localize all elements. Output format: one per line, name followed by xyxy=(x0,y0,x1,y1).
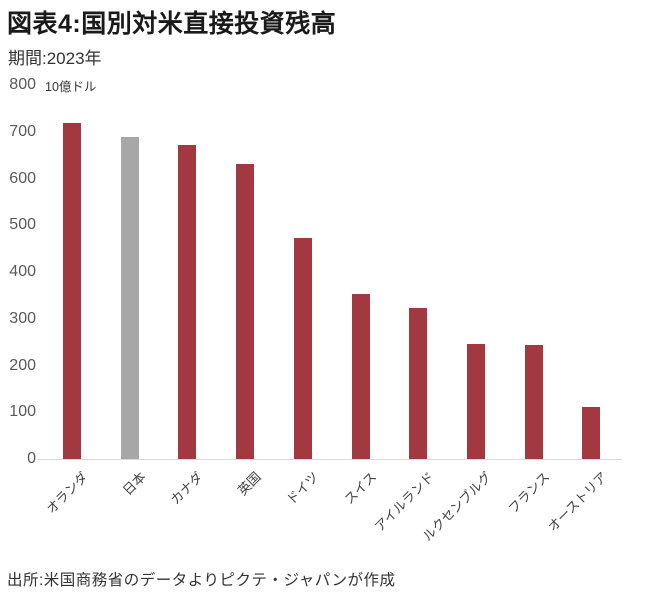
y-axis-tick-label: 100 xyxy=(9,403,36,421)
y-axis-tick-label: 500 xyxy=(9,216,36,234)
x-axis-label: 英国 xyxy=(234,469,264,499)
y-axis-tick-label: 400 xyxy=(9,263,36,280)
bar-6 xyxy=(409,307,428,459)
source-note: 出所:米国商務省のデータよりピクテ・ジャパンが作成 xyxy=(7,572,396,589)
bar-3 xyxy=(236,164,255,459)
x-axis-label: スイス xyxy=(341,469,380,508)
x-axis-label: オランダ xyxy=(43,469,91,517)
chart-title: 図表4:国別対米直接投資残高 xyxy=(7,10,337,38)
y-axis-tick-label: 200 xyxy=(9,356,36,374)
x-axis-label: ドイツ xyxy=(283,469,322,508)
bar-4 xyxy=(293,238,312,459)
x-axis-line xyxy=(38,459,622,460)
y-axis-tick-label: 0 xyxy=(27,450,36,467)
bar-7 xyxy=(466,343,485,459)
x-axis-label: オーストリア xyxy=(544,469,611,535)
bar-1 xyxy=(120,136,139,459)
bar-2 xyxy=(178,144,197,459)
x-axis-label: 日本 xyxy=(119,469,149,499)
y-axis-tick-label: 600 xyxy=(9,169,36,187)
bar-0 xyxy=(63,123,81,459)
bar-9 xyxy=(582,406,601,459)
y-axis-tick-label: 300 xyxy=(9,309,36,327)
x-axis-label: フランス xyxy=(505,469,553,517)
bar-5 xyxy=(351,293,370,459)
y-axis-unit-label: 10億ドル xyxy=(45,80,97,94)
chart-subtitle: 期間:2023年 xyxy=(8,49,102,68)
bar-8 xyxy=(524,344,543,459)
y-axis-tick-label: 800 xyxy=(9,76,36,93)
y-axis-tick-label: 700 xyxy=(9,122,36,140)
x-axis-label: カナダ xyxy=(167,469,207,508)
